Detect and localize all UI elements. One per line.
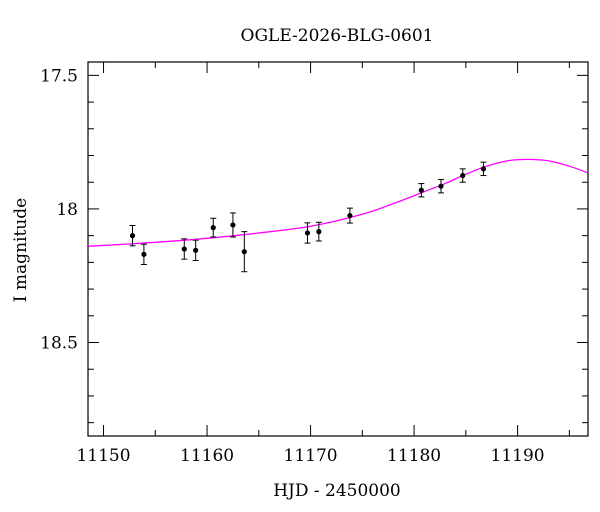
data-point: [140, 243, 147, 265]
model-curve: [88, 158, 588, 247]
data-marker: [230, 222, 236, 228]
data-point: [129, 224, 136, 247]
data-marker: [418, 187, 424, 193]
plot-frame: [87, 61, 589, 437]
data-marker: [241, 249, 247, 255]
data-marker: [129, 233, 136, 239]
y-tick-label: 18.5: [40, 334, 78, 354]
data-marker: [181, 246, 187, 252]
plot-area: [88, 158, 588, 273]
y-tick-label: 18: [56, 200, 78, 220]
data-point: [192, 239, 199, 261]
data-marker: [480, 166, 487, 172]
data-marker: [210, 225, 216, 231]
data-point: [315, 221, 322, 242]
data-point: [229, 212, 236, 238]
data-marker: [316, 229, 322, 235]
data-marker: [438, 183, 444, 189]
data-marker: [304, 230, 311, 236]
data-point: [438, 179, 445, 194]
data-point: [210, 217, 217, 238]
chart-title: OGLE-2026-BLG-0601: [241, 26, 434, 46]
x-tick-label: 11180: [387, 446, 441, 466]
y-tick-label: 17.5: [40, 66, 78, 86]
x-axis-label: HJD - 2450000: [273, 481, 401, 501]
y-axis-label: I magnitude: [11, 198, 31, 302]
x-tick-label: 11190: [491, 446, 545, 466]
data-point: [459, 168, 466, 183]
data-marker: [193, 247, 199, 253]
data-point: [181, 238, 188, 260]
data-point: [304, 222, 311, 244]
data-point: [480, 161, 487, 177]
x-tick-label: 11150: [76, 446, 130, 466]
data-point: [241, 231, 248, 273]
data-marker: [347, 213, 353, 219]
data-marker: [141, 251, 147, 257]
data-marker: [460, 172, 466, 179]
data-point: [418, 183, 425, 198]
data-point: [346, 207, 353, 224]
x-tick-label: 11160: [180, 446, 234, 466]
x-tick-label: 11170: [284, 446, 338, 466]
